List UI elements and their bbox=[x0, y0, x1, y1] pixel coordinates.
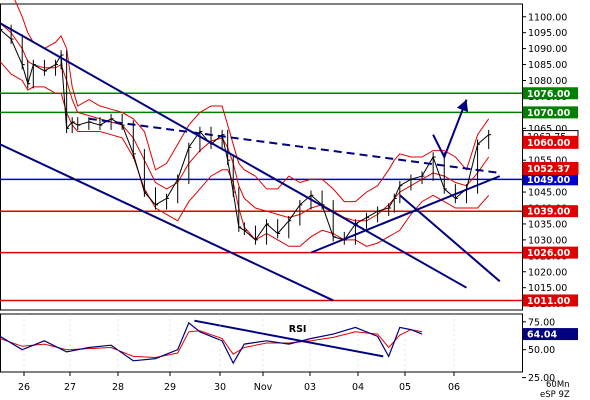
date-label: 05 bbox=[399, 382, 411, 393]
date-label: 27 bbox=[64, 382, 76, 393]
price-tick-label: 1020.00 bbox=[528, 267, 567, 278]
level-tag bbox=[523, 246, 578, 259]
date-label: 06 bbox=[448, 382, 460, 393]
date-label: 30 bbox=[214, 382, 226, 393]
price-tick-label: 1015.00 bbox=[528, 283, 567, 294]
rsi-panel: 75.00 50.00 25.00 RSI 64.04 bbox=[0, 313, 578, 384]
date-label: Nov bbox=[254, 382, 273, 393]
trendline bbox=[88, 117, 500, 174]
date-label: 28 bbox=[112, 382, 124, 393]
price-tick-label: 1065.00 bbox=[528, 124, 567, 135]
level-tag-label: 1070.00 bbox=[527, 108, 571, 119]
rsi-line bbox=[0, 321, 423, 365]
price-panel: 1100.001095.001090.001085.001080.001075.… bbox=[0, 0, 579, 311]
price-tick-label: 1035.00 bbox=[528, 219, 567, 230]
forecast-arrow-line bbox=[432, 99, 468, 160]
level-tag bbox=[523, 106, 578, 119]
rsi-label: RSI bbox=[289, 324, 307, 335]
level-tag bbox=[523, 87, 578, 100]
price-tag-label: 1060.00 bbox=[527, 138, 571, 149]
rsi-divergence-line bbox=[194, 319, 384, 358]
rsi-tick-label: 50.00 bbox=[528, 345, 555, 356]
price-tick-label: 1055.00 bbox=[528, 156, 567, 167]
level-tag-label: 1026.00 bbox=[527, 248, 571, 259]
price-tick-label: 1085.00 bbox=[528, 60, 567, 71]
price-tick-label: 1030.00 bbox=[528, 235, 567, 246]
price-tick-label: 1090.00 bbox=[528, 44, 567, 55]
date-label: 04 bbox=[352, 382, 364, 393]
date-label: 26 bbox=[18, 382, 30, 393]
rsi-value-label: 64.04 bbox=[527, 330, 557, 341]
trendline bbox=[310, 175, 501, 254]
level-tag bbox=[523, 205, 578, 218]
price-tick-label: 1080.00 bbox=[528, 76, 567, 87]
level-tag-label: 1011.00 bbox=[527, 296, 571, 307]
rsi-tick-label: 25.00 bbox=[528, 373, 555, 384]
forecast-arrow-head bbox=[456, 99, 469, 112]
price-tick-label: 1100.00 bbox=[528, 12, 567, 23]
price-tag bbox=[522, 135, 579, 149]
instrument-label: eSP 9Z bbox=[540, 390, 570, 400]
price-tag-label: 1052.37 bbox=[527, 164, 570, 175]
level-tag-label: 1049.00 bbox=[527, 175, 571, 186]
rsi-panel-frame bbox=[0, 313, 523, 373]
trendline bbox=[0, 143, 334, 302]
price-tag bbox=[522, 161, 579, 175]
date-label: 03 bbox=[304, 382, 316, 393]
price-tick-label: 1095.00 bbox=[528, 28, 567, 39]
level-tag-label: 1039.00 bbox=[527, 207, 571, 218]
date-axis: 26 27 28 29 30 Nov 03 04 05 06 bbox=[18, 314, 460, 393]
rsi-value-tag bbox=[523, 328, 578, 341]
trendline bbox=[0, 22, 467, 289]
price-line bbox=[0, 29, 490, 241]
price-tick-label: 1045.00 bbox=[528, 188, 567, 199]
level-tag bbox=[523, 173, 578, 186]
price-panel-frame bbox=[0, 3, 523, 311]
rsi-tick-label: 75.00 bbox=[528, 317, 555, 328]
timeframe-label: 60Mn bbox=[546, 380, 570, 390]
level-tag bbox=[523, 294, 578, 307]
trendline bbox=[399, 194, 501, 283]
date-label: 29 bbox=[164, 382, 176, 393]
level-tag-label: 1076.00 bbox=[527, 89, 571, 100]
